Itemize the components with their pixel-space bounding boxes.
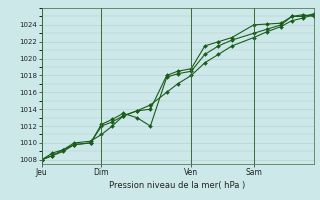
X-axis label: Pression niveau de la mer( hPa ): Pression niveau de la mer( hPa ) — [109, 181, 246, 190]
